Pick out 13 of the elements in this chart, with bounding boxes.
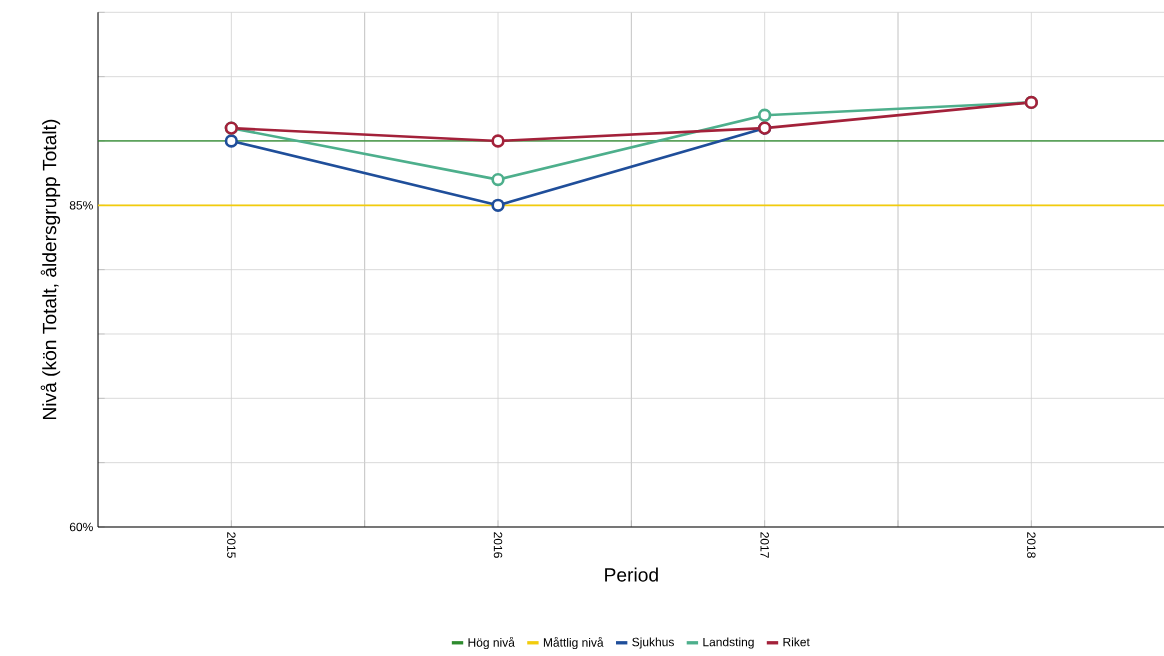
x-tick-label: 2015 xyxy=(227,532,236,558)
y-axis-title: Nivå (kön Totalt, åldersgrupp Totalt) xyxy=(40,119,61,420)
x-axis-title: Period xyxy=(605,567,658,582)
y-tick-label: 85% xyxy=(69,201,93,210)
x-tick-label: 2018 xyxy=(1027,532,1036,558)
legend-label: Sjukhus xyxy=(632,637,674,649)
y-tick-label: 60% xyxy=(69,522,93,532)
legend-label: Riket xyxy=(783,637,810,647)
x-tick-label: 2016 xyxy=(493,532,503,558)
legend-label: Landsting xyxy=(703,637,754,649)
x-tick-label: 2017 xyxy=(760,532,769,558)
legend-label: Måttlig nivå xyxy=(543,636,604,650)
legend-label: Hög nivå xyxy=(468,636,515,650)
